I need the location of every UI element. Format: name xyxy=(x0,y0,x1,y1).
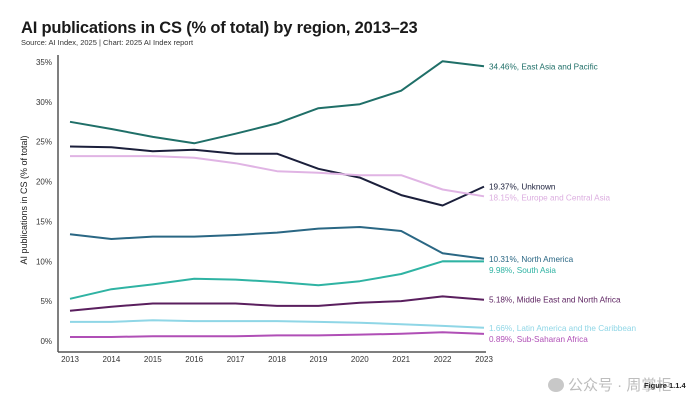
end-label: 9.98%, South Asia xyxy=(489,266,556,275)
axes: AI publications in CS (% of total) xyxy=(19,55,486,353)
x-tick-label: 2013 xyxy=(61,355,79,364)
x-tick-label: 2016 xyxy=(185,355,203,364)
end-label: 0.89%, Sub-Saharan Africa xyxy=(489,335,588,344)
series-lines xyxy=(69,60,485,338)
y-tick-label: 25% xyxy=(36,138,52,147)
end-label: 34.46%, East Asia and Pacific xyxy=(489,62,598,71)
series-line-latin-america-and-the-caribbean xyxy=(70,319,485,329)
end-label: 1.66%, Latin America and the Caribbean xyxy=(489,324,636,333)
watermark: 公众号 · 周掌柜 xyxy=(548,374,671,395)
y-tick-label: 0% xyxy=(40,337,52,346)
x-tick-label: 2015 xyxy=(144,355,162,364)
y-tick-label: 35% xyxy=(36,58,52,67)
y-tick-label: 5% xyxy=(40,297,52,306)
x-tick-label: 2017 xyxy=(227,355,245,364)
y-tick-label: 15% xyxy=(36,217,52,226)
series-line-europe-and-central-asia xyxy=(70,155,485,198)
series-line-sub-saharan-africa xyxy=(70,331,485,338)
figure-label: Figure 1.1.4 xyxy=(644,381,686,390)
end-label: 10.31%, North America xyxy=(489,255,574,264)
series-line-south-asia xyxy=(69,260,485,300)
x-tick-label: 2019 xyxy=(310,355,328,364)
end-label: 19.37%, Unknown xyxy=(489,183,556,192)
chart-subtitle: Source: AI Index, 2025 | Chart: 2025 AI … xyxy=(21,38,194,47)
x-tick-label: 2023 xyxy=(475,355,493,364)
x-tick-label: 2021 xyxy=(392,355,410,364)
series-line-east-asia-and-pacific xyxy=(69,60,485,145)
series-line-middle-east-and-north-africa xyxy=(69,295,485,312)
x-tick-label: 2014 xyxy=(103,355,121,364)
series-line-north-america xyxy=(69,226,485,260)
watermark-text: 公众号 · 周掌柜 xyxy=(568,377,672,394)
series-line-unknown xyxy=(69,145,485,207)
end-label: 5.18%, Middle East and North Africa xyxy=(489,296,621,305)
y-tick-label: 30% xyxy=(36,98,52,107)
chart-title: AI publications in CS (% of total) by re… xyxy=(21,19,418,37)
x-ticks: 2013 2014 2015 2016 2017 2018 2019 2020 2021 2022… xyxy=(61,355,493,364)
x-tick-label: 2018 xyxy=(268,355,286,364)
x-tick-label: 2022 xyxy=(434,355,452,364)
end-labels: 34.46%, East Asia and Pacific 19.37%, Unk… xyxy=(489,62,636,343)
y-tick-label: 10% xyxy=(36,257,52,266)
x-tick-label: 2020 xyxy=(351,355,369,364)
y-ticks: 0% 5% 10% 15% 20% 25% 30% 35% xyxy=(36,58,52,346)
y-tick-label: 20% xyxy=(36,178,52,187)
end-label: 18.15%, Europe and Central Asia xyxy=(489,194,611,203)
wechat-icon xyxy=(548,377,564,392)
y-axis-label: AI publications in CS (% of total) xyxy=(19,135,29,264)
